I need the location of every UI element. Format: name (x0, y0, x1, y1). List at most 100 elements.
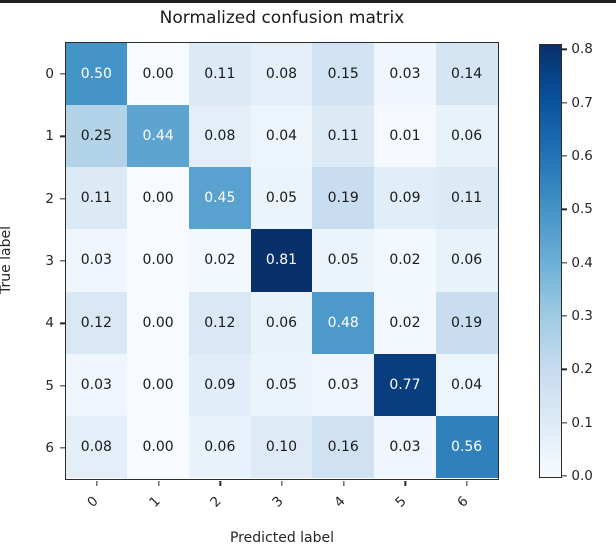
x-axis-label: Predicted label (229, 530, 335, 546)
y-tick-label: 6 (45, 439, 54, 456)
matrix-cell: 0.09 (188, 353, 251, 417)
x-tick-label: 1 (145, 493, 164, 511)
y-tick-label: 2 (45, 190, 54, 207)
matrix-cell: 0.11 (188, 42, 251, 105)
colorbar (539, 44, 562, 478)
colorbar-tick-mark (562, 315, 568, 317)
x-tick-label: 6 (454, 493, 472, 511)
matrix-cell: 0.16 (312, 416, 375, 479)
matrix-cell: 0.01 (374, 104, 436, 168)
matrix-cell: 0.03 (374, 42, 436, 105)
y-axis-label: True label (0, 225, 14, 295)
matrix-cell: 0.45 (188, 167, 251, 230)
colorbar-tick-label: 0.1 (571, 414, 593, 431)
matrix-cell: 0.05 (250, 353, 313, 417)
matrix-cell: 0.44 (127, 104, 189, 168)
matrix-cell: 0.05 (312, 229, 375, 292)
matrix-cell: 0.02 (188, 229, 251, 292)
x-tick-label: 2 (207, 493, 225, 511)
chart-title: Normalized confusion matrix (159, 8, 405, 28)
matrix-cell: 0.00 (127, 42, 189, 105)
colorbar-tick-mark (562, 368, 568, 370)
x-tick-mark (343, 480, 345, 486)
matrix-cell: 0.00 (127, 167, 189, 230)
matrix-cell: 0.48 (312, 291, 375, 354)
matrix-cell: 0.11 (312, 104, 375, 168)
matrix-cell: 0.50 (65, 42, 128, 105)
matrix-cell: 0.00 (127, 353, 189, 417)
colorbar-tick-mark (562, 262, 568, 264)
matrix-cell: 0.06 (435, 229, 498, 292)
window-top-edge (0, 0, 616, 3)
y-tick-mark (59, 447, 65, 449)
matrix-cell: 0.19 (312, 167, 375, 230)
y-tick-label: 5 (45, 377, 54, 394)
matrix-cell: 0.12 (65, 291, 128, 354)
y-tick-label: 1 (45, 128, 54, 145)
x-tick-mark (157, 480, 160, 486)
x-tick-label: 4 (331, 493, 349, 511)
matrix-cell: 0.04 (435, 353, 498, 417)
matrix-cell: 0.05 (250, 167, 313, 230)
colorbar-tick-mark (562, 422, 568, 424)
x-tick-mark (96, 480, 98, 486)
colorbar-tick-label: 0.4 (571, 254, 593, 271)
colorbar-tick-mark (562, 475, 568, 477)
matrix-cell: 0.10 (250, 416, 313, 479)
matrix-cell: 0.08 (65, 416, 128, 479)
matrix-cell: 0.81 (250, 229, 313, 292)
matrix-cell: 0.08 (250, 42, 313, 105)
matrix-cell: 0.03 (374, 416, 436, 479)
colorbar-tick-label: 0.7 (571, 94, 593, 111)
matrix-cell: 0.19 (435, 291, 498, 354)
matrix-cell: 0.06 (435, 104, 498, 168)
matrix-cell: 0.03 (312, 353, 375, 417)
colorbar-tick-label: 0.5 (571, 201, 593, 218)
matrix-cell: 0.15 (312, 42, 375, 105)
matrix-cell: 0.00 (127, 291, 189, 354)
matrix-cell: 0.14 (435, 42, 498, 105)
colorbar-tick-mark (562, 48, 568, 50)
matrix-cell: 0.77 (374, 353, 436, 417)
matrix-cell: 0.08 (188, 104, 251, 168)
colorbar-tick-label: 0.2 (571, 361, 593, 378)
matrix-cell: 0.03 (65, 229, 128, 292)
matrix-cell: 0.02 (374, 229, 436, 292)
colorbar-tick-mark (562, 155, 568, 157)
y-tick-mark (59, 260, 65, 262)
matrix-cell: 0.09 (374, 167, 436, 230)
x-tick-mark (466, 480, 468, 486)
y-tick-mark (59, 73, 65, 75)
matrix-cell: 0.25 (65, 104, 128, 168)
y-tick-label: 0 (45, 66, 54, 83)
colorbar-tick-label: 0.6 (571, 148, 593, 164)
y-tick-mark (59, 135, 65, 138)
matrix-cell: 0.03 (65, 353, 128, 417)
colorbar-tick-label: 0.0 (571, 468, 593, 484)
x-tick-label: 0 (84, 493, 102, 511)
y-tick-label: 4 (45, 315, 54, 332)
x-tick-label: 5 (392, 493, 411, 511)
colorbar-tick-mark (562, 102, 568, 104)
colorbar-tick-mark (562, 208, 568, 210)
x-tick-mark (404, 480, 407, 486)
matrix-cell: 0.06 (250, 291, 313, 354)
y-tick-mark (59, 384, 65, 387)
matrix-cell: 0.02 (374, 291, 436, 354)
matrix-cell: 0.56 (435, 416, 498, 479)
y-tick-label: 3 (45, 253, 54, 269)
colorbar-tick-label: 0.3 (571, 308, 593, 324)
matrix-cell: 0.04 (250, 104, 313, 168)
colorbar-tick-label: 0.8 (571, 41, 593, 58)
matrix-cell: 0.00 (127, 229, 189, 292)
matrix-cell: 0.11 (435, 167, 498, 230)
matrix-cell: 0.06 (188, 416, 251, 479)
matrix-cell: 0.00 (127, 416, 189, 479)
y-tick-mark (59, 322, 65, 324)
x-tick-mark (281, 480, 283, 486)
heatmap-grid: 0.50 0.00 0.11 0.08 0.15 0.03 0.14 0.25 0.44 0.08… (64, 41, 499, 480)
y-tick-mark (59, 198, 65, 200)
matrix-cell: 0.11 (65, 167, 128, 230)
matrix-cell: 0.12 (188, 291, 251, 354)
